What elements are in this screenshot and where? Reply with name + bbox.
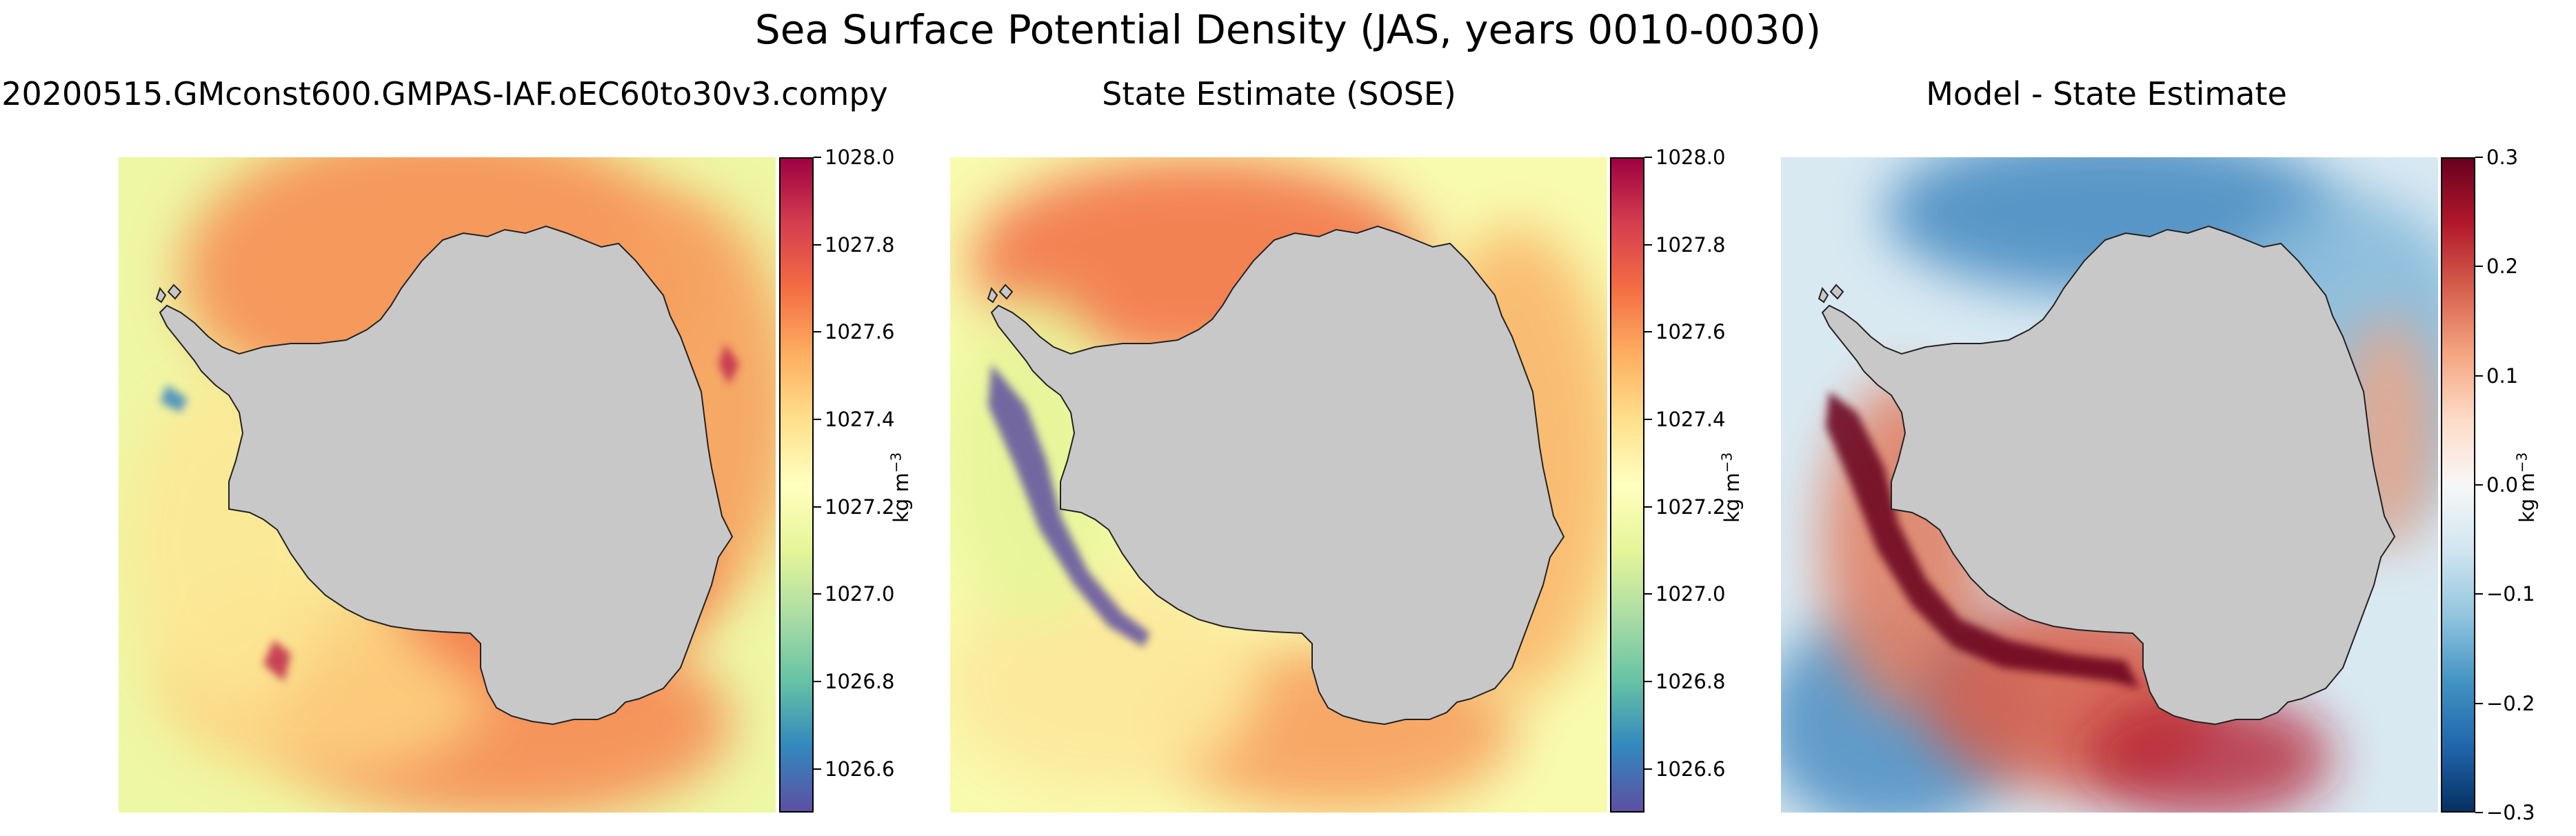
colorbar-rect xyxy=(2441,157,2475,813)
colorbar-tick-mark xyxy=(814,768,821,770)
island-1 xyxy=(1829,283,1844,300)
map-svg-1 xyxy=(943,157,1619,813)
colorbar-tick-mark xyxy=(2475,484,2483,486)
colorbar-units-label: kg m−3 xyxy=(1718,452,1744,523)
colorbar-tick-label: −0.2 xyxy=(2486,691,2535,715)
panel-title-model: 20200515.GMconst600.GMPAS-IAF.oEC60to30v… xyxy=(1,75,888,112)
colorbar-tick-label: 1027.4 xyxy=(825,408,895,431)
colorbar-units-label: kg m−3 xyxy=(2513,452,2539,523)
colorbar-tick-label: 1027.2 xyxy=(825,495,895,519)
colorbar-tick-mark xyxy=(1644,768,1652,770)
figure-suptitle: Sea Surface Potential Density (JAS, year… xyxy=(754,6,1822,53)
colorbar-tick-mark xyxy=(2475,593,2483,595)
colorbar-tick-mark xyxy=(1644,157,1652,158)
map-panel-sose xyxy=(943,157,1619,813)
colorbar-tick-label: 0.0 xyxy=(2486,473,2519,497)
colorbar-tick-label: 1026.6 xyxy=(825,757,895,781)
colorbar-tick-mark xyxy=(2475,812,2483,813)
panel-title-difference: Model - State Estimate xyxy=(1926,75,2287,112)
colorbar-tick-label: 1028.0 xyxy=(1656,146,1726,169)
colorbar-tick-label: 1027.6 xyxy=(1656,320,1726,344)
colorbar-tick-mark xyxy=(1644,593,1652,595)
colorbar-tick-mark xyxy=(814,506,821,508)
map-panel-difference xyxy=(1760,130,2484,833)
colorbar-tick-mark xyxy=(1644,331,1652,333)
colorbar-tick-label: 1027.6 xyxy=(825,320,895,344)
antarctica-landmass xyxy=(990,225,1565,726)
colorbar-tick-label: 1027.0 xyxy=(1656,582,1726,606)
colorbar-tick-mark xyxy=(1644,681,1652,682)
dense-patch-east xyxy=(718,344,739,385)
colorbar-units-label: kg m−3 xyxy=(887,452,913,523)
colorbar-rect xyxy=(779,157,814,813)
positive-region-southeast xyxy=(2084,695,2333,819)
colorbar-tick-mark xyxy=(814,593,821,595)
colorbar-tick-label: 0.3 xyxy=(2486,146,2519,169)
colorbar-tick-mark xyxy=(1644,506,1652,508)
colorbar-tick-label: 1027.0 xyxy=(825,582,895,606)
colorbar-tick-mark xyxy=(1644,419,1652,420)
colorbar-tick-label: 1027.2 xyxy=(1656,495,1726,519)
colorbar-tick-mark xyxy=(814,243,821,246)
mid-region-southwest xyxy=(943,571,1260,792)
panel-title-sose: State Estimate (SOSE) xyxy=(1102,75,1456,112)
map-svg-0 xyxy=(119,123,794,819)
colorbar-gradient-1 xyxy=(1610,157,1644,813)
colorbar-tick-label: 1027.4 xyxy=(1656,408,1726,431)
colorbar-rect xyxy=(1610,157,1644,813)
colorbar-sose: 1026.6 1026.8 1027.0 1027.2 1027.4 1027.6 1027… xyxy=(1610,146,1744,813)
colorbar-tick-label: 0.1 xyxy=(2486,364,2519,388)
colorbar-tick-mark xyxy=(814,331,821,333)
colorbar-model: 1026.6 1026.8 1027.0 1027.2 1027.4 1027.6 1027… xyxy=(779,146,913,813)
colorbar-difference: −0.3 −0.2 −0.1 0.0 0.1 0.2 0.3 kg m−3 xyxy=(2441,146,2539,824)
colorbar-tick-mark xyxy=(2475,266,2483,268)
colorbar-tick-mark xyxy=(814,681,821,682)
map-panel-model xyxy=(119,123,794,819)
colorbar-tick-mark xyxy=(814,419,821,420)
dense-patch-ross xyxy=(263,640,291,681)
island-1 xyxy=(167,283,182,300)
colorbar-tick-mark xyxy=(2475,375,2483,377)
island-0 xyxy=(1818,286,1829,303)
colorbar-tick-label: −0.1 xyxy=(2486,582,2535,606)
colorbar-tick-mark xyxy=(814,157,821,158)
light-band-coast xyxy=(988,364,1150,647)
colorbar-tick-mark xyxy=(2475,157,2483,158)
colorbar-gradient-0 xyxy=(779,157,814,813)
positive-band-coast xyxy=(1826,392,2140,688)
colorbar-tick-label: 1026.8 xyxy=(1656,670,1726,693)
antarctica-landmass xyxy=(1821,225,2396,726)
colorbar-tick-mark xyxy=(1644,243,1652,246)
map-svg-2 xyxy=(1760,130,2484,833)
colorbar-tick-label: 1028.0 xyxy=(825,146,895,169)
island-0 xyxy=(155,286,167,303)
colorbar-gradient-2 xyxy=(2441,157,2475,813)
colorbar-tick-mark xyxy=(2475,702,2483,704)
colorbar-tick-label: 0.2 xyxy=(2486,255,2519,279)
colorbar-tick-label: 1027.8 xyxy=(1656,232,1726,257)
antarctica-landmass xyxy=(159,225,734,726)
colorbar-tick-label: −0.3 xyxy=(2486,801,2535,824)
colorbar-tick-label: 1026.8 xyxy=(825,670,895,693)
colorbar-tick-label: 1027.8 xyxy=(825,232,895,257)
light-patch-peninsula xyxy=(160,385,188,412)
island-1 xyxy=(998,283,1014,300)
colorbar-tick-label: 1026.6 xyxy=(1656,757,1726,781)
island-0 xyxy=(987,286,998,303)
